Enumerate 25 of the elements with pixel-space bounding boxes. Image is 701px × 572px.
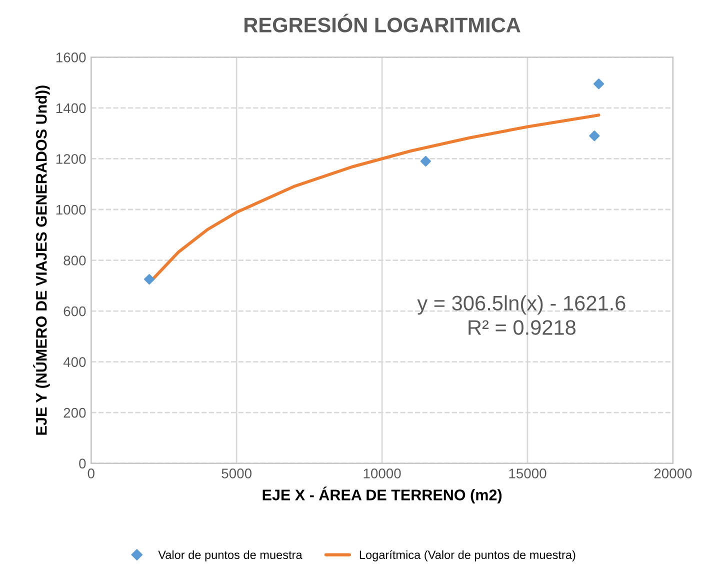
x-tick-label: 5000 xyxy=(222,468,252,478)
y-tick-label: 600 xyxy=(64,306,86,316)
x-tick-label: 0 xyxy=(88,468,94,478)
x-tick-label: 20000 xyxy=(654,468,692,478)
annotation: y = 306.5ln(x) - 1621.6 xyxy=(417,295,626,315)
y-tick-label: 200 xyxy=(64,408,86,418)
legend-label: Valor de puntos de muestra xyxy=(158,550,302,562)
point xyxy=(593,78,604,90)
annotation: R² = 0.9218 xyxy=(468,320,576,335)
x-tick-label: 10000 xyxy=(364,468,401,478)
point xyxy=(420,156,431,167)
y-tick-label: 1200 xyxy=(56,154,86,164)
y-tick-label: 1600 xyxy=(56,52,86,62)
x-axis-title: EJE X - ÁREA DE TERRENO (m2) xyxy=(262,486,502,504)
y-tick-label: 800 xyxy=(64,256,86,266)
chart-title: REGRESIÓN LOGARITMICA xyxy=(244,14,520,32)
y-tick-label: 400 xyxy=(63,357,86,367)
y-tick-label: 1400 xyxy=(56,103,86,114)
y-axis-title: EJE Y (NÚMERO DE VIAJES GENERADOS Und)) xyxy=(33,86,50,435)
point xyxy=(144,274,155,285)
legend-label: Logarítmica (Valor de puntos de muestra) xyxy=(360,550,576,562)
x-tick-label: 15000 xyxy=(509,468,546,478)
point xyxy=(589,130,600,142)
y-tick-label: 0 xyxy=(79,458,86,468)
y-tick-label: 1000 xyxy=(56,204,86,215)
